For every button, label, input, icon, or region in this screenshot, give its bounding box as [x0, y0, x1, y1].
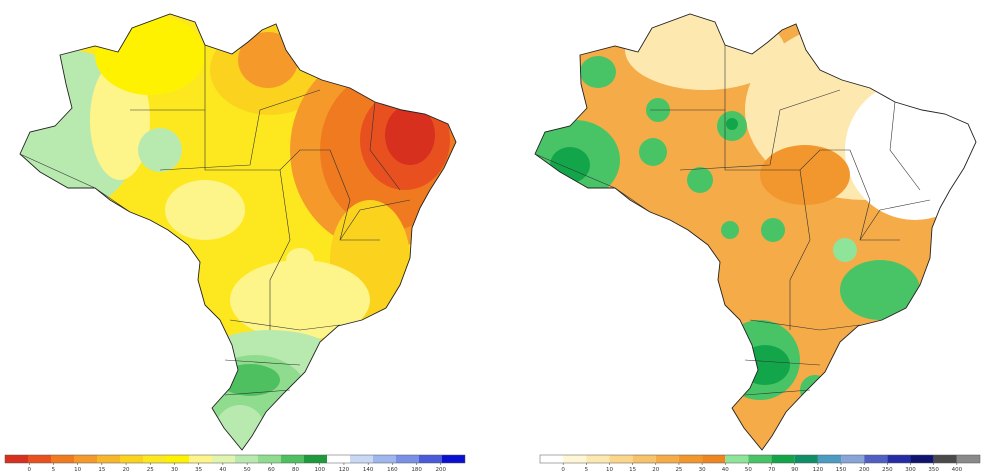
right-legend-swatch [632, 455, 656, 463]
right-legend-swatch [794, 455, 818, 463]
left-legend-tick-label: 100 [314, 467, 325, 473]
right-legend-swatch [678, 455, 703, 463]
right-legend-swatch [817, 455, 842, 463]
right-legend-tick-label: 0 [561, 467, 565, 473]
left-legend-tick-label: 30 [171, 467, 178, 473]
left-legend-swatch [212, 455, 235, 463]
right-legend-swatch [563, 455, 587, 463]
left-legend: 0 5 10 15 20 25 30 35 40 50 60 80 100 120 140 160 180 200 [4, 454, 466, 473]
right-precipitation-map: 0 5 10 15 20 25 30 40 50 70 90 120 150 200 250 300 350 40… [534, 13, 981, 473]
left-legend-swatch [28, 455, 51, 463]
right-legend-swatch [933, 455, 957, 463]
left-legend-swatch [235, 455, 258, 463]
left-legend-swatch [327, 455, 350, 463]
right-legend-tick-label: 90 [791, 467, 798, 473]
left-legend-swatch [189, 455, 212, 463]
right-legend-tick-label: 15 [629, 467, 636, 473]
left-legend-tick-label: 15 [98, 467, 105, 473]
right-legend-tick-label: 150 [836, 467, 847, 473]
right-legend-tick-label: 5 [585, 467, 589, 473]
left-legend-tick-label: 25 [147, 467, 154, 473]
right-legend-swatch [609, 455, 633, 463]
right-legend-swatch [540, 455, 564, 463]
right-legend-swatch [864, 455, 888, 463]
left-legend-swatch [419, 455, 442, 463]
left-legend-tick-label: 10 [74, 467, 81, 473]
right-legend-tick-label: 200 [859, 467, 870, 473]
left-map-fill [20, 14, 456, 450]
left-legend-swatch [5, 455, 28, 463]
right-legend-swatch [841, 455, 865, 463]
left-legend-swatch [442, 455, 465, 463]
right-legend-swatch [586, 455, 610, 463]
left-legend-swatch [120, 455, 143, 463]
right-map-panel: 0 5 10 15 20 25 30 40 50 70 90 120 150 200 250 300 350 40… [505, 0, 985, 473]
right-legend-tick-label: 70 [768, 467, 775, 473]
right-legend-tick-label: 50 [745, 467, 752, 473]
right-legend-tick-label: 400 [952, 467, 963, 473]
left-legend-tick-label: 35 [195, 467, 202, 473]
right-legend-tick-label: 350 [928, 467, 939, 473]
right-legend-tick-label: 30 [699, 467, 706, 473]
right-legend-swatch [771, 455, 795, 463]
right-legend-tick-label: 40 [722, 467, 729, 473]
left-legend-swatch [350, 455, 373, 463]
left-legend-tick-label: 200 [436, 467, 447, 473]
right-legend-tick-label: 20 [652, 467, 659, 473]
right-legend-swatch [725, 455, 749, 463]
left-legend-swatch [74, 455, 97, 463]
left-legend-swatch [97, 455, 120, 463]
right-legend-tick-label: 250 [882, 467, 893, 473]
left-precipitation-map: 0 5 10 15 20 25 30 35 40 50 60 80 100 120 140 160 180 200 [4, 13, 466, 473]
left-legend-swatch [373, 455, 396, 463]
left-map-panel: 0 5 10 15 20 25 30 35 40 50 60 80 100 120 140 160 180 200 [0, 0, 480, 473]
left-legend-swatch [143, 455, 166, 463]
right-legend-tick-label: 120 [813, 467, 824, 473]
left-legend-tick-label: 60 [268, 467, 275, 473]
left-state-borders [19, 45, 411, 396]
left-legend-tick-label: 120 [339, 467, 350, 473]
left-legend-tick-label: 0 [27, 467, 31, 473]
left-legend-swatch [396, 455, 419, 463]
right-legend-tick-label: 10 [606, 467, 613, 473]
left-legend-tick-label: 40 [219, 467, 226, 473]
right-map-fill [535, 14, 976, 450]
right-legend-tick-label: 300 [905, 467, 916, 473]
left-legend-tick-label: 80 [292, 467, 299, 473]
left-legend-tick-label: 160 [387, 467, 398, 473]
left-legend-swatch [281, 455, 304, 463]
left-legend-tick-label: 50 [244, 467, 251, 473]
left-legend-tick-label: 140 [363, 467, 374, 473]
right-legend-swatch [956, 455, 980, 463]
left-legend-swatch [304, 455, 327, 463]
left-legend-tick-label: 20 [123, 467, 130, 473]
right-legend-swatch [748, 455, 772, 463]
right-legend-swatch [887, 455, 911, 463]
left-legend-swatch [258, 455, 281, 463]
right-legend-swatch [655, 455, 679, 463]
left-legend-tick-label: 180 [411, 467, 422, 473]
right-legend-swatch [702, 455, 726, 463]
right-legend: 0 5 10 15 20 25 30 40 50 70 90 120 150 200 250 300 350 40… [539, 454, 981, 473]
left-legend-swatch [51, 455, 74, 463]
right-legend-swatch [910, 455, 934, 463]
left-legend-tick-label: 5 [52, 467, 56, 473]
right-state-borders [534, 45, 931, 396]
right-legend-tick-label: 25 [675, 467, 682, 473]
left-legend-swatch [166, 455, 189, 463]
